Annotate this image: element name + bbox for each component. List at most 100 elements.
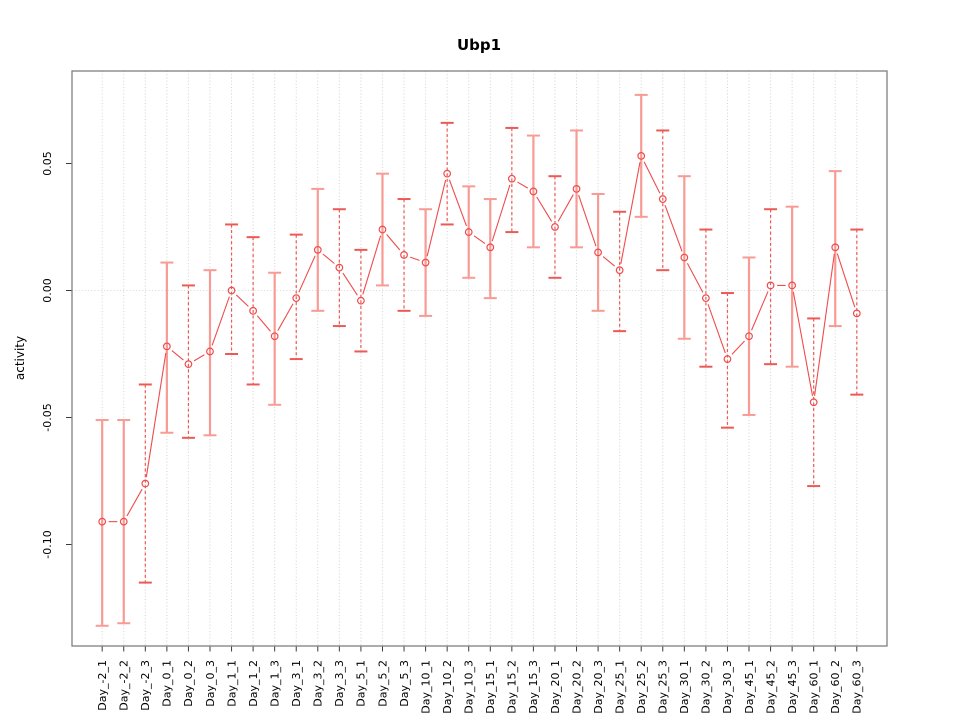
series-segment — [126, 488, 143, 517]
series-segment — [557, 194, 574, 222]
series-segment — [362, 235, 382, 295]
data-point-marker — [507, 174, 516, 183]
series-segment — [193, 354, 205, 362]
x-tick-label: Day_15_2 — [506, 660, 519, 714]
data-point-marker — [270, 332, 279, 341]
series-segment — [448, 179, 467, 227]
data-point-marker — [464, 228, 473, 236]
data-point-marker — [766, 281, 775, 290]
data-point-marker — [335, 263, 344, 272]
series-segment — [620, 162, 641, 264]
series-segment — [836, 253, 856, 308]
series-line-layer — [108, 161, 856, 523]
series-segment — [473, 235, 486, 245]
series-segment — [277, 303, 294, 331]
series-segment — [298, 255, 316, 293]
series-segment — [342, 272, 358, 296]
data-point-marker — [357, 296, 365, 305]
series-segment — [707, 304, 726, 354]
x-tick-label: Day_30_1 — [678, 660, 691, 714]
x-tick-label: Day_5_2 — [376, 660, 389, 707]
series-segment — [426, 179, 447, 257]
data-point-marker — [852, 309, 861, 318]
series-segment — [235, 294, 249, 307]
data-point-marker — [206, 347, 214, 356]
data-point-marker — [378, 225, 387, 234]
plot-border-box — [71, 70, 888, 647]
series-segment — [491, 184, 511, 242]
series-segment — [536, 196, 553, 222]
data-point-marker — [141, 479, 150, 488]
series-segment — [814, 253, 835, 396]
grid-layer — [72, 71, 887, 646]
series-segment — [145, 352, 167, 478]
data-point-marker — [292, 294, 301, 303]
data-point-marker — [529, 187, 538, 196]
series-segment — [578, 194, 597, 247]
x-tick-label: Day_30_3 — [721, 660, 734, 714]
x-tick-label: Day_5_1 — [355, 660, 368, 707]
x-tick-label: Day_25_2 — [635, 660, 648, 714]
data-point-marker — [745, 332, 753, 341]
series-segment — [517, 181, 529, 189]
axis-layer: Day_-2_1 Day_-2_2 Day_-2_3 Day_0_1 Day_0_2 Da… — [41, 151, 864, 713]
data-point-marker — [831, 243, 840, 252]
x-tick-label: Day_0_1 — [161, 660, 174, 707]
series-segment — [409, 256, 420, 261]
x-tick-label: Day_45_3 — [786, 660, 799, 714]
chart-title: Ubp1 — [457, 36, 501, 54]
data-point-marker — [551, 223, 559, 231]
data-point-marker — [184, 360, 193, 369]
data-point-marker — [249, 306, 258, 315]
data-point-marker — [615, 266, 624, 275]
x-tick-label: Day_20_1 — [549, 660, 562, 714]
data-point-marker — [637, 151, 646, 160]
series-segment — [664, 204, 683, 252]
x-tick-label: Day_30_2 — [700, 660, 713, 714]
y-axis-label: activity — [13, 336, 27, 380]
series-segment — [792, 291, 814, 396]
x-tick-label: Day_25_1 — [613, 660, 626, 714]
x-tick-label: Day_45_1 — [743, 660, 756, 714]
series-segment — [322, 253, 335, 264]
series-segment — [602, 256, 615, 267]
x-tick-label: Day_20_2 — [570, 660, 583, 714]
series-segment — [256, 315, 271, 332]
x-tick-label: Day_20_3 — [592, 660, 605, 714]
x-tick-label: Day_45_2 — [764, 660, 777, 714]
data-point-marker — [400, 251, 408, 259]
x-tick-label: Day_15_1 — [484, 660, 497, 714]
data-point-marker — [421, 258, 430, 267]
data-point-marker — [119, 517, 128, 526]
x-tick-label: Day_60_1 — [807, 660, 820, 714]
x-tick-label: Day_10_1 — [419, 660, 432, 714]
x-tick-label: Day_10_2 — [441, 660, 454, 714]
x-tick-label: Day_3_1 — [290, 660, 303, 707]
x-tick-label: Day_1_3 — [268, 660, 281, 707]
data-point-marker — [486, 243, 495, 252]
data-point-marker — [443, 169, 452, 178]
y-tick-label: -0.05 — [41, 403, 54, 431]
x-tick-label: Day_25_3 — [657, 660, 670, 714]
y-tick-label: 0.05 — [41, 151, 54, 176]
x-tick-label: Day_0_3 — [204, 660, 217, 707]
y-tick-label: -0.10 — [41, 530, 54, 558]
y-tick-label: 0.00 — [41, 278, 54, 303]
data-point-marker — [723, 355, 732, 363]
x-tick-label: Day_1_1 — [225, 660, 238, 707]
data-point-marker — [788, 281, 797, 290]
x-tick-label: Day_60_2 — [829, 660, 842, 714]
x-tick-label: Day_1_2 — [247, 660, 260, 707]
data-point-layer — [98, 151, 861, 526]
data-point-marker — [658, 195, 667, 203]
series-segment — [686, 262, 704, 293]
x-tick-label: Day_-2_3 — [139, 660, 152, 711]
series-segment — [171, 350, 184, 361]
x-tick-label: Day_0_2 — [182, 660, 195, 707]
x-tick-label: Day_15_3 — [527, 660, 540, 714]
data-point-marker — [98, 517, 107, 526]
series-segment — [751, 291, 769, 331]
error-bars-layer — [95, 93, 864, 627]
x-tick-label: Day_3_2 — [312, 660, 325, 707]
